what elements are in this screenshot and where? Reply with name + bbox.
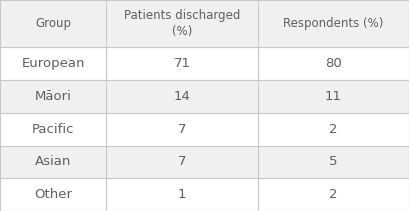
- Text: 71: 71: [173, 57, 191, 70]
- Text: 2: 2: [329, 123, 337, 136]
- Bar: [106, 146, 258, 178]
- Bar: [258, 0, 409, 47]
- Bar: [0, 113, 106, 146]
- Bar: [258, 113, 409, 146]
- Bar: [106, 0, 258, 47]
- Text: European: European: [21, 57, 85, 70]
- Bar: [0, 178, 106, 211]
- Text: 14: 14: [173, 90, 191, 103]
- Text: 5: 5: [329, 156, 337, 168]
- Text: 11: 11: [325, 90, 342, 103]
- Text: 7: 7: [178, 156, 186, 168]
- Bar: [258, 47, 409, 80]
- Text: Respondents (%): Respondents (%): [283, 17, 384, 30]
- Text: 1: 1: [178, 188, 186, 201]
- Bar: [106, 47, 258, 80]
- Bar: [258, 146, 409, 178]
- Text: 80: 80: [325, 57, 342, 70]
- Bar: [0, 146, 106, 178]
- Bar: [106, 113, 258, 146]
- Text: Group: Group: [35, 17, 71, 30]
- Bar: [0, 47, 106, 80]
- Bar: [258, 80, 409, 113]
- Bar: [0, 0, 106, 47]
- Text: Māori: Māori: [35, 90, 72, 103]
- Bar: [0, 80, 106, 113]
- Bar: [106, 178, 258, 211]
- Text: 7: 7: [178, 123, 186, 136]
- Text: Pacific: Pacific: [32, 123, 74, 136]
- Text: Patients discharged
(%): Patients discharged (%): [124, 9, 240, 38]
- Bar: [106, 80, 258, 113]
- Text: Other: Other: [34, 188, 72, 201]
- Text: 2: 2: [329, 188, 337, 201]
- Bar: [258, 178, 409, 211]
- Text: Asian: Asian: [35, 156, 71, 168]
